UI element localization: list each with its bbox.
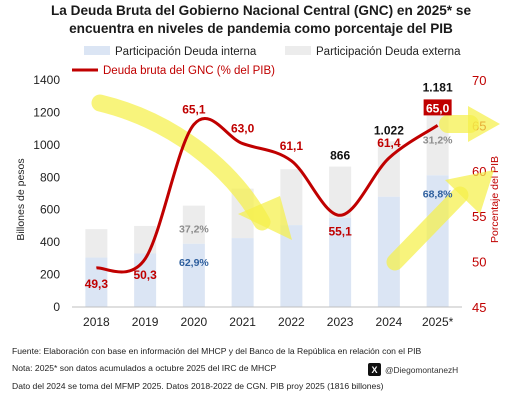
footer-source: Fuente: Elaboración con base en informac… xyxy=(12,346,422,356)
line-data-label: 65,1 xyxy=(182,102,206,116)
y-tick-label: 400 xyxy=(40,235,60,249)
bar-share-label: 31,2% xyxy=(423,135,453,147)
bar-share-label: 37,2% xyxy=(179,224,209,236)
bar-externa xyxy=(329,166,352,218)
line-data-label: 61,1 xyxy=(280,139,304,153)
legend-label-line: Deuda bruta del GNC (% del PIB) xyxy=(103,65,275,77)
x-tick-label: 2018 xyxy=(83,315,110,329)
bar-externa xyxy=(182,205,205,244)
x-icon: X xyxy=(368,363,381,376)
line-data-label: 65,0 xyxy=(426,101,450,115)
chart-title: La Deuda Bruta del Gobierno Nacional Cen… xyxy=(0,2,522,37)
highlight-arrow-down xyxy=(91,94,271,231)
y-tick-label: 1400 xyxy=(33,73,60,87)
handle-text: @DiegomontanezH xyxy=(385,364,459,375)
legend-swatch-externa xyxy=(285,46,311,55)
y2-tick-label: 70 xyxy=(472,73,486,88)
highlight-arrow-down-head xyxy=(238,196,292,240)
bar-share-label: 68,8% xyxy=(423,188,453,200)
line-data-label: 61,4 xyxy=(377,136,401,150)
x-tick-label: 2024 xyxy=(376,315,403,329)
bar-externa xyxy=(280,169,303,226)
bar-interna xyxy=(231,238,254,307)
x-tick-label: 2022 xyxy=(278,315,305,329)
highlight-arrow-up-head xyxy=(445,170,494,214)
legend-label-interna: Participación Deuda interna xyxy=(115,46,257,58)
y-tick-label: 200 xyxy=(40,268,60,282)
y2-tick-label: 45 xyxy=(472,300,486,315)
legend-label-externa: Participación Deuda externa xyxy=(316,46,461,58)
highlight-arrow-up xyxy=(386,186,469,271)
line-label-highlight-box xyxy=(423,99,452,116)
y2-tick-label: 50 xyxy=(472,255,486,270)
bar-total-label: 1.181 xyxy=(423,81,453,95)
x-tick-label: 2025* xyxy=(422,315,454,329)
bar-total-label: 866 xyxy=(330,149,350,163)
x-tick-label: 2020 xyxy=(181,315,208,329)
y-tick-label: 800 xyxy=(40,170,60,184)
y-tick-label: 0 xyxy=(53,300,60,314)
line-data-label: 55,1 xyxy=(328,224,352,238)
y-axis-title: Billones de pesos xyxy=(15,158,27,240)
series-line-deuda-pib xyxy=(96,116,439,274)
line-data-label: 63,0 xyxy=(231,122,255,136)
bar-share-label: 62,9% xyxy=(179,257,209,269)
bar-interna xyxy=(329,217,352,307)
bar-interna xyxy=(280,225,303,307)
bar-interna xyxy=(377,196,400,307)
y-tick-label: 1200 xyxy=(33,105,60,119)
y2-axis-title: Porcentaje del PIB xyxy=(489,156,501,243)
y-tick-label: 600 xyxy=(40,203,60,217)
author-handle[interactable]: X @DiegomontanezH xyxy=(368,363,458,376)
legend-swatch-interna xyxy=(84,46,110,55)
footer-note: Nota: 2025* son datos acumulados a octub… xyxy=(12,363,277,373)
line-data-label: 49,3 xyxy=(85,277,109,291)
line-data-label: 50,3 xyxy=(133,268,157,282)
title-line-1: La Deuda Bruta del Gobierno Nacional Cen… xyxy=(51,3,471,18)
highlight-arrow-right-head xyxy=(468,106,500,142)
bar-externa xyxy=(85,229,108,258)
bar-interna xyxy=(182,243,205,307)
x-tick-label: 2021 xyxy=(229,315,256,329)
x-tick-label: 2023 xyxy=(327,315,354,329)
y-tick-label: 1000 xyxy=(33,138,60,152)
title-line-2: encuentra en niveles de pandemia como po… xyxy=(69,20,453,36)
x-tick-label: 2019 xyxy=(132,315,159,329)
bar-total-label: 1.022 xyxy=(374,123,404,137)
y2-tick-label: 55 xyxy=(472,209,486,224)
footer-data-note: Dato del 2024 se toma del MFMP 2025. Dat… xyxy=(12,381,384,391)
